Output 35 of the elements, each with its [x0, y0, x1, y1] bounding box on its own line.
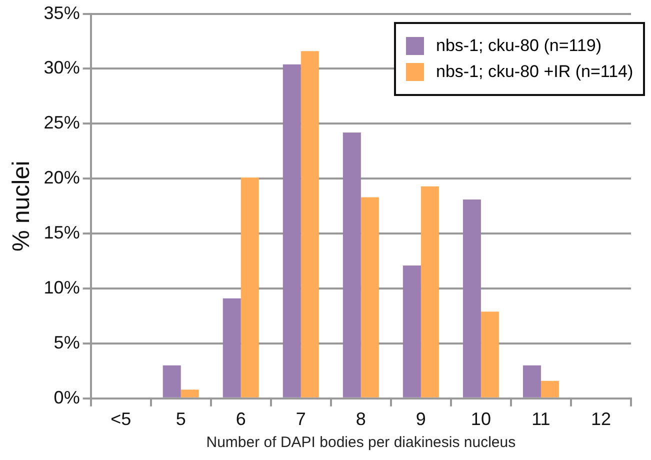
- y-tick-label: 10%: [44, 277, 80, 298]
- bar: [462, 200, 481, 398]
- bar: [180, 390, 199, 398]
- x-tick-label: 7: [296, 409, 306, 430]
- x-tick-label: 11: [532, 409, 550, 430]
- bar: [522, 365, 541, 398]
- bar: [162, 365, 181, 398]
- bar: [540, 380, 559, 398]
- bar: [360, 197, 379, 398]
- bar: [480, 312, 499, 398]
- x-tick-label: 12: [590, 409, 612, 430]
- x-tick-label: 8: [356, 409, 366, 430]
- x-tick-label: 10: [470, 409, 491, 430]
- bar: [300, 51, 319, 398]
- y-tick-label: 20%: [44, 168, 80, 188]
- bar: [240, 178, 259, 398]
- legend-label: nbs-1; cku-80 (n=119): [436, 36, 602, 56]
- legend-label: nbs-1; cku-80 +IR (n=114): [436, 62, 634, 82]
- y-tick-label: 0%: [54, 387, 80, 408]
- x-tick-label: 6: [236, 409, 246, 430]
- x-tick-label: 9: [416, 409, 426, 430]
- bar: [420, 186, 439, 398]
- x-axis-title: Number of DAPI bodies per diakinesis nucleus: [206, 434, 516, 452]
- bar: [222, 298, 241, 398]
- y-tick-label: 30%: [44, 58, 80, 78]
- bar: [402, 265, 421, 398]
- bar: [282, 64, 301, 398]
- y-tick-label: 5%: [54, 332, 80, 352]
- y-tick-label: 35%: [44, 2, 80, 23]
- bar: [342, 132, 361, 398]
- y-axis-title: % nuclei: [8, 160, 36, 252]
- y-tick-label: 15%: [44, 222, 80, 243]
- x-tick-label: <5: [110, 409, 132, 430]
- x-tick-label: 5: [176, 409, 186, 430]
- y-tick-label: 25%: [44, 112, 80, 133]
